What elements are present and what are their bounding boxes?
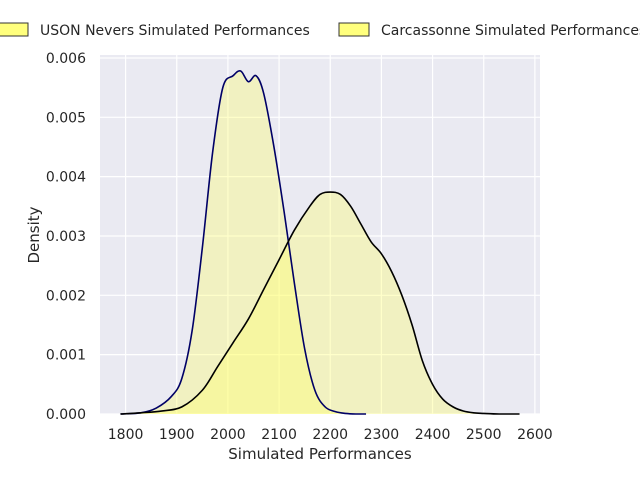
x-tick-label: 2400 bbox=[415, 427, 451, 443]
grid bbox=[100, 55, 540, 415]
x-tick-label: 2100 bbox=[261, 427, 297, 443]
density-fill-series-1 bbox=[120, 192, 520, 414]
y-tick-label: 0.000 bbox=[46, 407, 86, 423]
y-axis-label: Density bbox=[25, 206, 43, 263]
x-axis-label: Simulated Performances bbox=[228, 445, 412, 463]
legend: USON Nevers Simulated Performances Carca… bbox=[0, 22, 640, 39]
x-tick-label: 2200 bbox=[312, 427, 348, 443]
x-tick-labels: 1800 1900 2000 2100 2200 2300 2400 2500 2600 bbox=[108, 427, 553, 443]
x-tick-label: 1800 bbox=[108, 427, 144, 443]
legend-swatch-uson bbox=[0, 22, 29, 37]
x-tick-label: 2600 bbox=[517, 427, 553, 443]
y-tick-label: 0.006 bbox=[46, 51, 86, 67]
x-tick-label: 2300 bbox=[364, 427, 400, 443]
y-tick-labels: 0.000 0.001 0.002 0.003 0.004 0.005 0.006 bbox=[46, 51, 86, 423]
legend-label-uson: USON Nevers Simulated Performances bbox=[40, 23, 310, 39]
density-fill-series-0 bbox=[120, 70, 367, 414]
legend-label-carcassonne: Carcassonne Simulated Performances bbox=[381, 23, 640, 39]
x-tick-label: 2000 bbox=[210, 427, 246, 443]
y-tick-label: 0.001 bbox=[46, 348, 86, 364]
y-tick-label: 0.003 bbox=[46, 229, 86, 245]
legend-swatch-carcassonne bbox=[338, 22, 370, 37]
x-tick-label: 2500 bbox=[466, 427, 502, 443]
density-areas bbox=[120, 70, 520, 415]
y-tick-label: 0.004 bbox=[46, 170, 86, 186]
x-tick-label: 1900 bbox=[159, 427, 195, 443]
density-line-series-0 bbox=[120, 70, 367, 415]
y-tick-label: 0.002 bbox=[46, 288, 86, 304]
density-line-series-1 bbox=[120, 191, 520, 415]
y-tick-label: 0.005 bbox=[46, 110, 86, 126]
